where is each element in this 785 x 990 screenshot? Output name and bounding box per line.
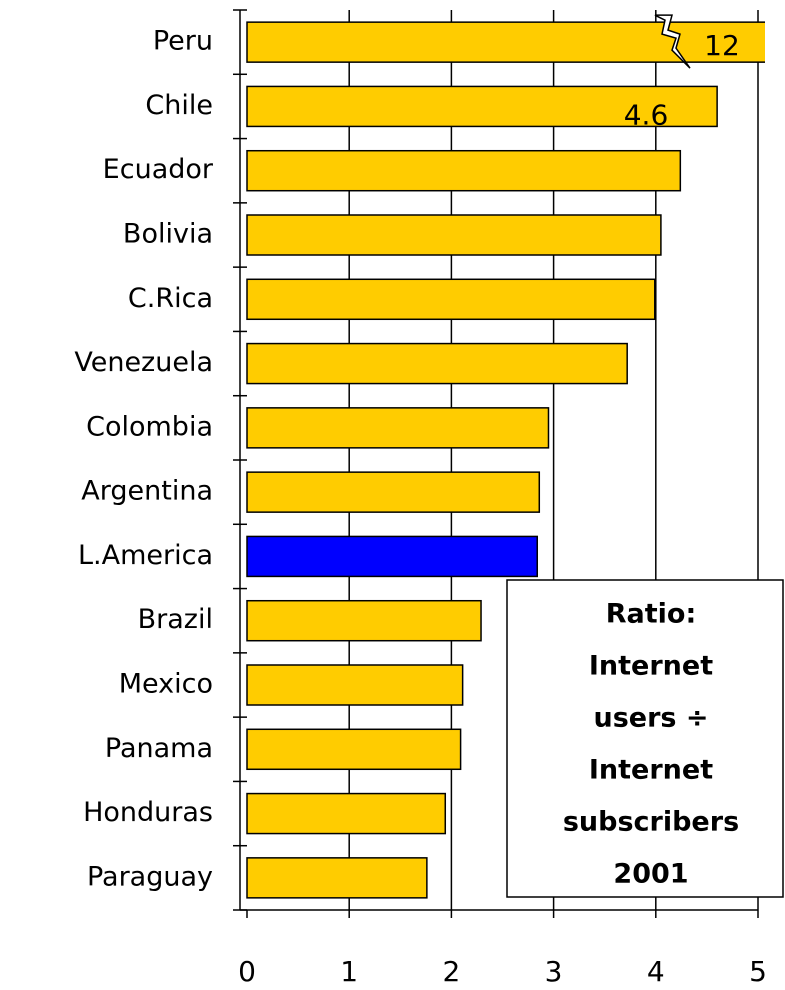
bar — [246, 664, 464, 706]
x-tick-label: 4 — [647, 955, 665, 988]
y-tick-label: Mexico — [119, 669, 213, 700]
chart-title: users ÷ — [593, 703, 708, 734]
chart-title: Ratio: — [606, 599, 697, 630]
chart-title: Internet — [589, 651, 713, 682]
y-tick-label: Argentina — [81, 476, 213, 507]
bar — [246, 728, 462, 771]
chart-title: 2001 — [613, 859, 688, 890]
x-tick-label: 3 — [545, 955, 563, 988]
y-tick-label: Venezuela — [74, 347, 213, 378]
bar — [246, 407, 550, 449]
title-box — [506, 579, 784, 898]
y-tick-label: Colombia — [86, 411, 213, 442]
bar — [246, 535, 538, 578]
chart-title: subscribers — [563, 807, 739, 838]
bar — [246, 278, 656, 321]
bar — [246, 857, 428, 899]
bar — [246, 214, 662, 256]
y-tick-label: Bolivia — [123, 219, 213, 250]
bar — [246, 792, 447, 835]
bar — [246, 149, 682, 192]
x-tick-label: 5 — [749, 955, 767, 988]
bar — [246, 85, 718, 128]
axis-break — [654, 14, 691, 69]
y-tick-label: Chile — [145, 90, 213, 121]
data-label: 4.6 — [624, 98, 669, 131]
y-tick-label: Ecuador — [103, 154, 214, 185]
bar — [246, 599, 482, 642]
y-tick-label: Peru — [153, 26, 213, 57]
chart-title: Internet — [589, 755, 713, 786]
y-tick-label: L.America — [78, 540, 213, 571]
y-tick-label: Honduras — [83, 797, 213, 828]
x-tick-label: 1 — [340, 955, 358, 988]
data-label: 12 — [704, 29, 740, 62]
y-tick-label: Brazil — [138, 604, 213, 635]
x-tick-label: 2 — [442, 955, 460, 988]
bars — [246, 21, 765, 899]
foreground: 0 1 2 3 4 5PeruChileEcuadorBoliviaC.RicaVenez… — [74, 9, 784, 988]
y-tick-label: Paraguay — [87, 861, 213, 892]
x-tick-label: 0 — [238, 955, 256, 988]
bar — [246, 342, 628, 385]
y-tick-label: Panama — [105, 733, 213, 764]
bar — [246, 471, 541, 513]
y-tick-label: C.Rica — [128, 283, 213, 314]
